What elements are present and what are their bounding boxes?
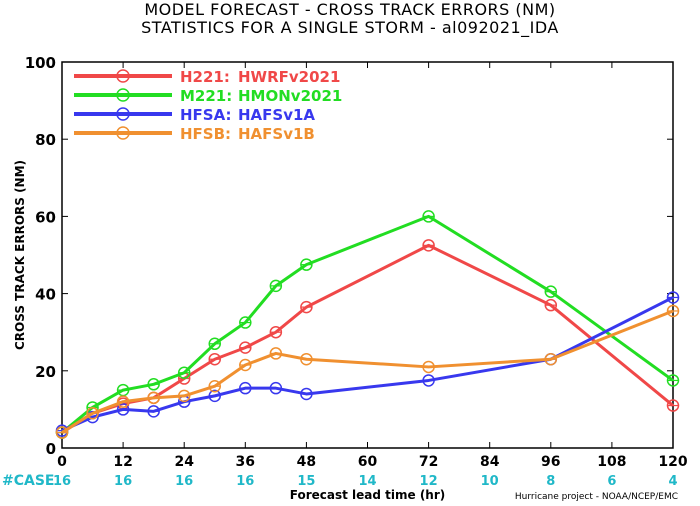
- case-count: 15: [297, 474, 315, 489]
- x-axis-title: Forecast lead time (hr): [290, 488, 446, 502]
- legend-label: HAFSv1B: [238, 125, 315, 143]
- legend-label: HAFSv1A: [238, 106, 315, 124]
- legend-marker: [116, 88, 130, 102]
- x-tick-label: 12: [113, 454, 132, 470]
- footer-credit: Hurricane project - NOAA/NCEP/EMC: [514, 492, 678, 502]
- chart-subtitle: STATISTICS FOR A SINGLE STORM - al092021…: [141, 18, 559, 37]
- legend-name: HFSB:: [180, 125, 231, 143]
- x-tick-label: 24: [174, 454, 194, 470]
- y-tick-label: 20: [35, 363, 56, 381]
- case-count: 16: [175, 474, 193, 489]
- series-line-HMONv2021: [61, 214, 674, 434]
- case-count: 14: [358, 474, 376, 489]
- case-count: 16: [236, 474, 254, 489]
- case-label: #CASE: [2, 473, 55, 489]
- x-tick-label: 60: [358, 454, 378, 470]
- y-tick-label: 0: [46, 440, 56, 458]
- legend-label: HWRFv2021: [238, 68, 340, 86]
- case-count: 16: [53, 474, 71, 489]
- x-tick-label: 96: [541, 454, 560, 470]
- case-count: 10: [481, 474, 499, 489]
- case-count: 16: [114, 474, 132, 489]
- legend-name: M221:: [180, 87, 232, 105]
- x-tick-label: 120: [658, 454, 687, 470]
- case-count: 4: [668, 474, 677, 489]
- legend-marker: [116, 107, 130, 121]
- legend-label: HMONv2021: [238, 87, 342, 105]
- y-axis-title: CROSS TRACK ERRORS (NM): [13, 160, 27, 350]
- y-tick-label: 60: [35, 208, 56, 226]
- x-tick-label: 48: [297, 454, 316, 470]
- case-count: 12: [420, 474, 438, 489]
- legend-marker: [116, 126, 130, 140]
- legend-name: HFSA:: [180, 106, 232, 124]
- legend-name: H221:: [180, 68, 230, 86]
- y-tick-label: 100: [25, 54, 56, 72]
- case-count: 8: [546, 474, 555, 489]
- x-tick-label: 36: [236, 454, 255, 470]
- y-tick-label: 40: [35, 286, 56, 304]
- case-count: 6: [607, 474, 616, 489]
- series-line-HWRFv2021: [61, 243, 674, 434]
- x-tick-label: 0: [57, 454, 67, 470]
- y-tick-label: 80: [35, 131, 56, 149]
- x-tick-label: 84: [480, 454, 500, 470]
- x-tick-label: 72: [419, 454, 438, 470]
- legend-marker: [116, 69, 130, 83]
- chart-title: MODEL FORECAST - CROSS TRACK ERRORS (NM): [144, 0, 556, 19]
- x-tick-label: 108: [597, 454, 626, 470]
